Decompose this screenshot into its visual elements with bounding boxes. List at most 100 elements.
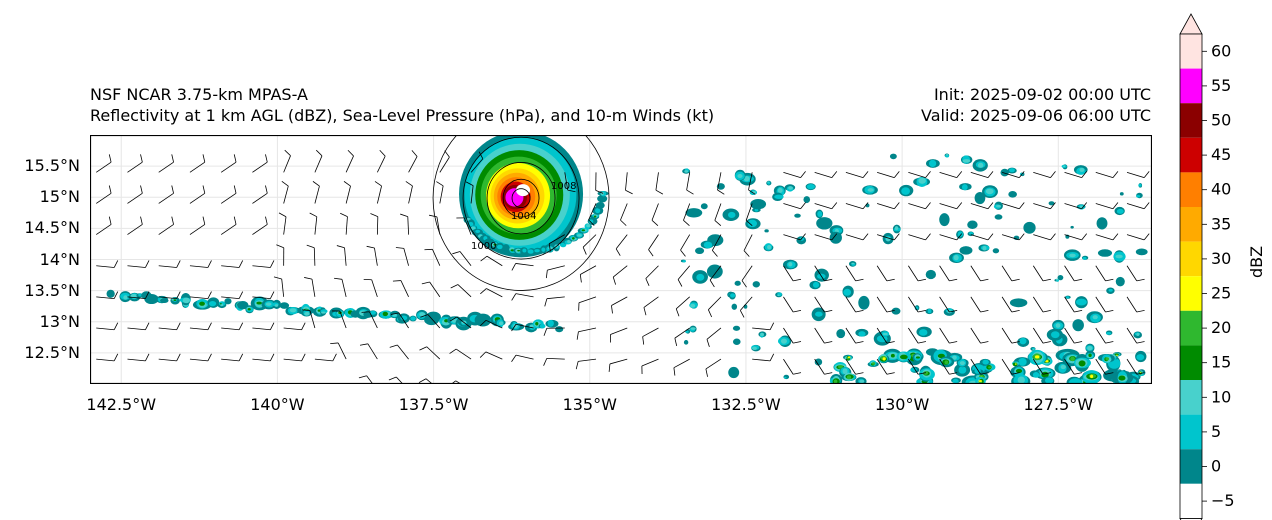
barb-flag bbox=[265, 185, 268, 194]
barb-staff bbox=[752, 327, 771, 331]
wind-barb bbox=[480, 288, 503, 298]
barb-flag bbox=[793, 372, 802, 375]
wind-barb bbox=[220, 154, 237, 173]
barb-staff bbox=[876, 358, 888, 375]
wind-barb bbox=[1064, 296, 1083, 313]
barb-staff bbox=[127, 192, 143, 204]
barb-staff bbox=[455, 348, 472, 360]
wind-barbs bbox=[96, 149, 1150, 384]
echo-cell bbox=[586, 224, 591, 228]
barb-staff bbox=[341, 279, 347, 297]
barb-flag bbox=[918, 310, 927, 313]
echo-cell bbox=[144, 294, 159, 305]
wind-barb bbox=[1032, 327, 1051, 344]
barb-staff bbox=[752, 358, 771, 362]
barb-staff bbox=[366, 375, 374, 384]
barb-flag bbox=[301, 309, 311, 312]
echo-cell bbox=[1070, 225, 1074, 229]
wind-barb bbox=[377, 150, 386, 173]
wind-barb bbox=[334, 277, 347, 297]
colorbar-extend-max bbox=[1179, 13, 1203, 35]
barb-flag bbox=[987, 233, 994, 241]
barb-staff bbox=[1032, 265, 1044, 282]
wind-barb bbox=[845, 233, 869, 241]
echo-cell bbox=[1078, 360, 1086, 367]
wind-barb bbox=[783, 296, 802, 313]
barb-staff bbox=[1095, 171, 1114, 179]
echo-cell bbox=[475, 229, 481, 233]
echo-cell bbox=[944, 360, 949, 365]
barb-flag bbox=[582, 247, 587, 255]
echo-cell bbox=[1136, 354, 1145, 361]
barb-staff bbox=[939, 203, 957, 210]
wind-barb bbox=[686, 172, 694, 195]
wind-barb bbox=[479, 319, 503, 329]
barb-staff bbox=[814, 327, 825, 344]
barb-staff bbox=[96, 224, 112, 235]
colorbar-frame bbox=[1179, 33, 1203, 519]
echo-cell bbox=[899, 354, 908, 360]
x-tick-label: 132.5°W bbox=[711, 395, 781, 414]
echo-cell bbox=[889, 153, 897, 160]
echo-cell bbox=[1096, 217, 1108, 230]
barb-staff bbox=[609, 358, 628, 365]
barb-flag bbox=[824, 310, 833, 313]
barb-staff bbox=[397, 344, 409, 360]
barb-flag bbox=[748, 189, 756, 195]
barb-staff bbox=[548, 234, 565, 244]
echo-cell bbox=[996, 205, 1001, 208]
barb-staff bbox=[908, 327, 919, 344]
wind-barb bbox=[1032, 358, 1051, 375]
echo-cell bbox=[555, 326, 564, 333]
barb-flag bbox=[824, 278, 833, 282]
barb-staff bbox=[486, 288, 503, 298]
wind-barb bbox=[564, 172, 576, 193]
wind-barb bbox=[400, 213, 409, 235]
barb-staff bbox=[158, 358, 177, 362]
barb-staff bbox=[1032, 327, 1044, 344]
echo-cell bbox=[1069, 253, 1076, 258]
barb-staff bbox=[221, 296, 240, 300]
wind-barb bbox=[1033, 171, 1056, 179]
barb-staff bbox=[1001, 234, 1020, 241]
echo-cell bbox=[812, 281, 820, 288]
barb-flag bbox=[176, 260, 181, 268]
wind-barb bbox=[358, 375, 374, 384]
barb-staff bbox=[313, 247, 316, 266]
barb-flag bbox=[405, 181, 413, 187]
barb-flag bbox=[793, 341, 802, 344]
echo-cell bbox=[829, 231, 842, 244]
barb-staff bbox=[783, 265, 794, 282]
echo-cell bbox=[548, 247, 553, 250]
wind-barb bbox=[648, 234, 659, 257]
wind-barb bbox=[1126, 327, 1145, 344]
colorbar-label: dBZ bbox=[1247, 246, 1266, 278]
echo-cell bbox=[173, 299, 177, 302]
wind-barb bbox=[908, 233, 931, 241]
barb-staff bbox=[939, 358, 950, 375]
barb-flag bbox=[511, 354, 517, 362]
barb-flag bbox=[108, 216, 112, 225]
echo-cell bbox=[953, 255, 959, 261]
barb-staff bbox=[376, 185, 382, 204]
barb-staff bbox=[127, 265, 146, 268]
wind-barb bbox=[579, 265, 597, 283]
echo-cell bbox=[595, 208, 601, 214]
echo-cell bbox=[410, 316, 416, 321]
wind-barb bbox=[343, 181, 351, 204]
echo-cell bbox=[517, 249, 521, 252]
wind-barb bbox=[1001, 202, 1025, 210]
wind-barb bbox=[1001, 265, 1020, 282]
barb-staff bbox=[970, 171, 989, 179]
echo-cell bbox=[567, 239, 571, 244]
barb-staff bbox=[546, 357, 565, 360]
wind-barb bbox=[783, 233, 806, 241]
echo-cell bbox=[199, 301, 205, 306]
wind-barb bbox=[158, 216, 174, 235]
wind-barb bbox=[1033, 202, 1056, 210]
barb-staff bbox=[158, 192, 174, 204]
echo-cell bbox=[992, 248, 1000, 254]
echo-cell bbox=[982, 245, 987, 251]
wind-barb bbox=[273, 276, 285, 297]
map-frame bbox=[90, 135, 1152, 384]
